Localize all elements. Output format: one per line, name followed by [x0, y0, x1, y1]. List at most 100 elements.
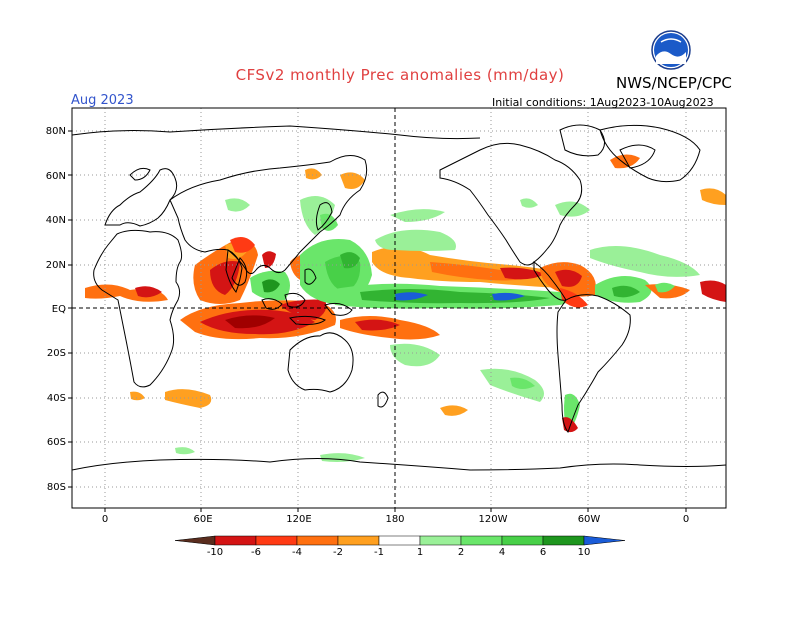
colorbar-swatch	[501, 535, 544, 546]
colorbar-label: -10	[206, 547, 224, 558]
lat-label: EQ	[51, 304, 66, 315]
coastline	[377, 391, 389, 408]
anomaly-region	[655, 282, 675, 293]
coastline	[231, 257, 248, 286]
anomaly-region	[340, 172, 365, 189]
colorbar-swatch	[419, 535, 462, 546]
coastline	[93, 229, 183, 388]
coastline	[324, 302, 353, 316]
coastline	[439, 142, 583, 266]
forecast-month-label: Aug 2023	[71, 93, 134, 108]
coastline	[104, 168, 178, 227]
coastline	[261, 298, 283, 310]
lat-label: 40N	[45, 215, 66, 226]
colorbar-swatch	[214, 535, 257, 546]
anomaly-region	[492, 292, 525, 301]
anomaly-region	[225, 198, 250, 212]
colorbar-label: -2	[333, 547, 343, 558]
coastline	[225, 249, 243, 293]
anomaly-region	[262, 251, 276, 268]
anomaly-region	[305, 168, 322, 180]
lat-label: 20S	[46, 348, 66, 359]
colorbar	[174, 535, 626, 546]
anomaly-region	[520, 198, 538, 208]
coastline	[304, 268, 317, 285]
colorbar-arrow-left	[174, 535, 216, 546]
anomaly-region	[225, 315, 275, 329]
colorbar-label: 1	[416, 547, 424, 558]
anomaly-region	[440, 405, 468, 416]
coastline	[129, 167, 151, 181]
colorbar-swatch	[378, 535, 421, 546]
anomaly-region	[555, 201, 590, 217]
colorbar-label: -1	[374, 547, 384, 558]
colorbar-label: 4	[498, 547, 506, 558]
coastline	[287, 332, 354, 393]
colorbar-label: -6	[251, 547, 261, 558]
anomaly-region	[510, 377, 535, 389]
anomaly-region	[262, 279, 280, 293]
anomaly-region	[340, 252, 360, 269]
colorbar-swatch	[542, 535, 585, 546]
colorbar-swatch	[337, 535, 380, 546]
lon-label: 60W	[577, 514, 601, 525]
anomaly-region	[300, 196, 335, 235]
anomaly-region	[130, 391, 145, 401]
anomaly-region	[555, 269, 582, 287]
coastline	[599, 124, 701, 183]
coastline	[72, 458, 726, 471]
coastline	[284, 292, 306, 308]
chart-title: CFSv2 monthly Prec anomalies (mm/day)	[235, 66, 565, 84]
lon-label: 120W	[478, 514, 508, 525]
anomaly-region	[560, 288, 588, 308]
lon-label: 120E	[286, 514, 312, 525]
lat-label: 80S	[46, 482, 66, 493]
map-axes	[68, 107, 727, 512]
lat-label: 60N	[45, 171, 66, 182]
colorbar-label: 6	[539, 547, 547, 558]
colorbar-label: 10	[577, 547, 591, 558]
lon-label: 180	[385, 514, 405, 525]
anomaly-region	[612, 285, 640, 298]
anomaly-region	[700, 280, 726, 302]
anomaly-region	[175, 447, 195, 455]
colorbar-label: -4	[292, 547, 302, 558]
coastline	[556, 294, 631, 433]
colorbar-swatch	[296, 535, 339, 546]
anomaly-region	[395, 292, 428, 301]
coastline	[559, 124, 605, 157]
anomaly-region	[700, 188, 726, 205]
anomaly-region	[135, 286, 162, 298]
lat-label: 40S	[46, 393, 66, 404]
coastline	[169, 155, 368, 274]
initial-conditions-label: Initial conditions: 1Aug2023-10Aug2023	[492, 96, 714, 109]
coastline	[619, 144, 656, 169]
anomaly-region	[590, 246, 700, 277]
coastline	[72, 125, 481, 140]
anomaly-region	[355, 319, 400, 331]
anomaly-region	[320, 213, 338, 231]
lat-label: 20N	[45, 260, 66, 271]
colorbar-swatch	[255, 535, 298, 546]
anomaly-region	[280, 299, 327, 320]
anomaly-region	[320, 453, 365, 462]
agency-label: NWS/NCEP/CPC	[616, 74, 732, 92]
coastline	[315, 202, 333, 231]
lon-label: 0	[682, 514, 690, 525]
colorbar-arrow-right	[583, 535, 626, 546]
colorbar-label: 2	[457, 547, 465, 558]
coastlines	[72, 124, 726, 471]
lon-label: 60E	[193, 514, 213, 525]
colorbar-swatch	[460, 535, 503, 546]
lat-label: 60S	[46, 437, 66, 448]
anomaly-region	[390, 209, 445, 222]
lon-label: 0	[101, 514, 109, 525]
coastline	[288, 315, 326, 325]
anomaly-region	[85, 284, 168, 302]
anomaly-region	[230, 236, 255, 253]
anomaly-region	[390, 343, 440, 367]
anomaly-region	[165, 389, 212, 408]
lat-label: 80N	[45, 126, 66, 137]
noaa-logo-icon	[651, 30, 691, 70]
